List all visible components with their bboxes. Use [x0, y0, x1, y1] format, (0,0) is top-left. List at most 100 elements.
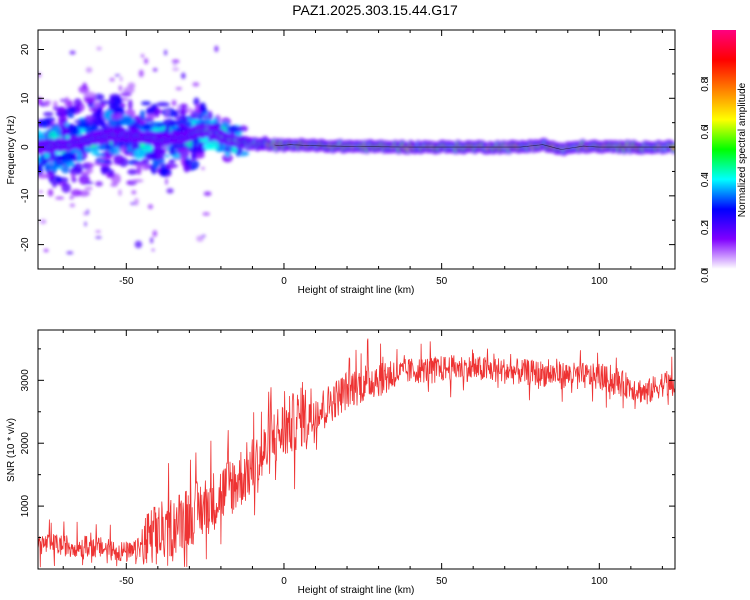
spectrogram-noise-blob: [140, 101, 152, 106]
spectrogram-noise-blob: [82, 162, 94, 169]
colorbar-tick-label: 0.8: [700, 77, 711, 91]
spectrogram-noise-blob: [61, 151, 75, 162]
spectrogram-noise-blob: [98, 100, 110, 105]
spectrogram-noise-blob: [48, 170, 54, 179]
spectrogram-noise-blob: [197, 141, 204, 153]
spectrogram-outlier-blob: [43, 248, 49, 253]
spectrogram-noise-blob: [142, 158, 147, 162]
spectrogram-outlier-blob: [69, 196, 74, 200]
spectrogram-outlier-blob: [38, 97, 43, 106]
spectrogram-noise-blob: [213, 117, 218, 124]
spectrogram-noise-blob: [120, 102, 126, 107]
spectrogram-outlier-blob: [114, 74, 121, 77]
spectrogram-noise-blob: [155, 102, 170, 107]
spectrogram-noise-blob: [76, 150, 82, 162]
spectrogram-noise-blob: [127, 147, 132, 153]
spectrogram-noise-blob: [101, 166, 111, 172]
spectrogram-outlier-blob: [74, 120, 80, 124]
spectrogram-outlier-blob: [43, 100, 51, 107]
snr-y-axis-label: SNR (10 * v/v): [6, 418, 17, 482]
spectrogram-outlier-blob: [119, 145, 126, 153]
spectrogram-outlier-blob: [163, 115, 169, 118]
spectrogram-x-ticks: -50 0 50 100: [62, 30, 663, 287]
spectrogram-outlier-blob: [79, 148, 85, 152]
spectrogram-noise-blob: [44, 164, 49, 173]
spectrogram-noise-blob: [144, 151, 158, 161]
spectrogram-outlier-blob: [91, 102, 95, 105]
spectrogram-y-tick-label: 0: [20, 144, 31, 150]
spectrogram-noise-blob: [130, 140, 140, 151]
spectrogram-noise-blob: [178, 147, 190, 159]
spectrogram-noise-blob: [38, 165, 44, 176]
spectrogram-outlier-blob: [166, 173, 172, 177]
spectrogram-outlier-blob: [51, 120, 55, 128]
spectrogram-outlier-blob: [66, 251, 74, 255]
spectrogram-outlier-blob: [196, 235, 204, 242]
spectrogram-outlier-blob: [165, 178, 168, 185]
spectrogram-outlier-blob: [86, 209, 89, 215]
spectrogram-noise-blob: [96, 107, 102, 114]
spectrogram-outlier-blob: [177, 104, 180, 112]
colorbar: 0.0 0.2 0.4 0.6 0.8 Normalized spectral ampl…: [700, 30, 748, 283]
spectrogram-outlier-blob: [202, 212, 210, 216]
spectrogram-y-tick-label: -10: [20, 188, 31, 203]
spectrogram-noise-blob: [199, 102, 207, 113]
spectrogram-noise-blob: [199, 113, 204, 118]
snr-x-tick-label: 100: [591, 576, 608, 587]
spectrogram-noise-blob: [38, 156, 43, 164]
spectrogram-noise-blob: [99, 159, 105, 163]
spectrogram-noise-blob: [176, 123, 187, 127]
snr-x-tick-label: -50: [119, 576, 134, 587]
spectrogram-outlier-blob: [181, 72, 186, 80]
spectrogram-x-tick-label: 0: [281, 276, 287, 287]
spectrogram-outlier-blob: [138, 69, 144, 78]
spectrogram-outlier-blob: [171, 99, 177, 107]
snr-x-tick-label: 0: [281, 576, 287, 587]
spectrogram-noise-blob: [68, 133, 76, 137]
spectrogram-outlier-blob: [189, 114, 198, 118]
spectrogram-noise-blob: [156, 123, 166, 127]
spectrogram-outlier-blob: [47, 188, 54, 197]
snr-frame: [37, 329, 676, 570]
spectrogram-noise-blob: [168, 159, 176, 164]
spectrogram-outlier-blob: [38, 190, 43, 193]
spectrogram-noise-blob: [131, 179, 144, 183]
spectrogram-outlier-blob: [130, 202, 136, 205]
spectrogram-outlier-blob: [118, 189, 122, 197]
spectrogram-noise-blob: [74, 119, 88, 125]
spectrogram-noise-blob: [190, 150, 197, 162]
spectrogram-noise-blob: [146, 113, 156, 120]
colorbar-label: Normalized spectral amplitude: [737, 82, 748, 217]
spectrogram-noise-blob: [69, 167, 84, 171]
snr-x-ticks: -50 0 50 100: [62, 330, 663, 587]
snr-y-tick-label: 3000: [20, 369, 31, 392]
spectrogram-outlier-blob: [69, 203, 75, 208]
spectrogram-plot-area: [38, 45, 675, 255]
spectrogram-noise-blob: [112, 140, 118, 148]
spectrogram-outlier-blob: [149, 237, 154, 244]
snr-x-tick-label: 50: [436, 576, 448, 587]
spectrogram-outlier-blob: [166, 188, 174, 194]
spectrogram-outlier-blob: [222, 157, 228, 161]
snr-plot-area: [38, 338, 675, 568]
spectrogram-noise-blob: [61, 182, 71, 193]
spectrogram-outlier-blob: [171, 59, 180, 64]
spectrogram-noise-blob: [145, 107, 155, 116]
snr-y-tick-label: 1000: [20, 495, 31, 518]
spectrogram-outlier-blob: [163, 49, 168, 56]
spectrogram-outlier-blob: [95, 230, 101, 233]
spectrogram-x-tick-label: 100: [591, 276, 608, 287]
spectrogram-noise-blob: [59, 108, 67, 118]
spectrogram-noise-blob: [84, 96, 96, 104]
spectrogram-outlier-blob: [143, 58, 149, 65]
spectrogram-y-axis-label: Frequency (Hz): [6, 116, 17, 185]
spectrogram-outlier-blob: [186, 107, 194, 113]
spectrogram-frame: [37, 29, 676, 270]
spectrogram-noise-blob: [136, 165, 142, 175]
spectrogram-outlier-blob: [140, 54, 145, 58]
spectrogram-outlier-blob: [201, 234, 206, 238]
spectrogram-noise-blob: [152, 160, 160, 169]
spectrogram-outlier-blob: [172, 63, 177, 66]
spectrogram-outlier-blob: [156, 155, 159, 161]
spectrogram-noise-blob: [127, 169, 138, 175]
